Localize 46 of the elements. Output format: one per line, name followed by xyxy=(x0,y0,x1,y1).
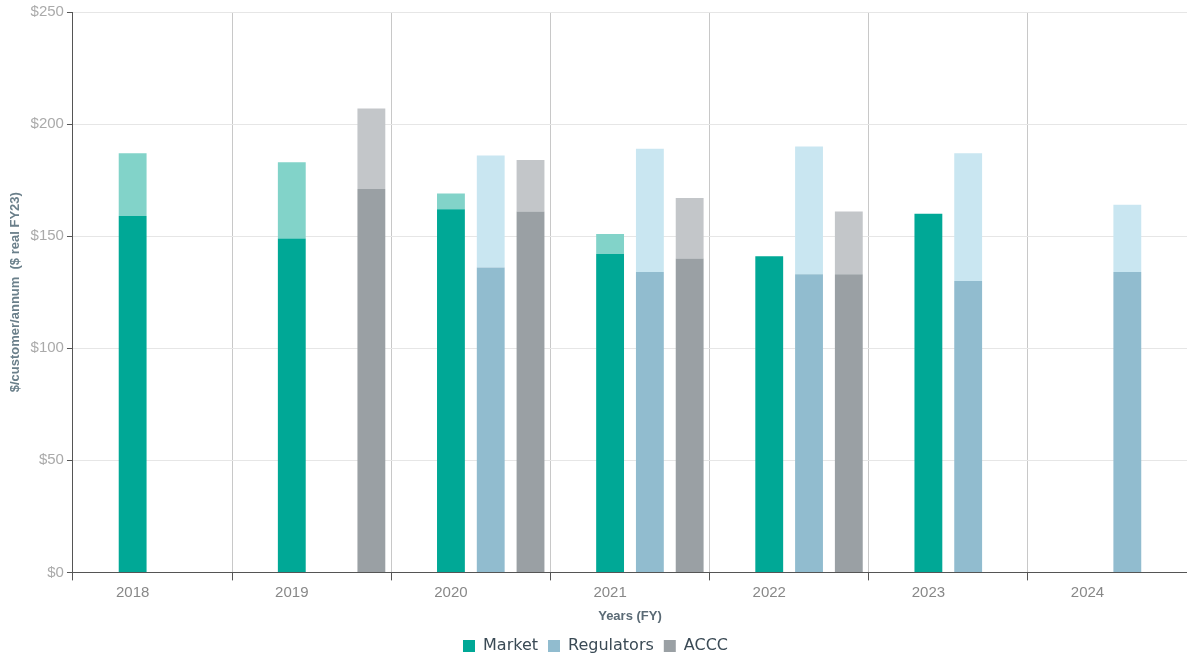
bar xyxy=(516,211,545,572)
bar xyxy=(277,238,306,572)
bar xyxy=(795,146,823,275)
bar xyxy=(914,213,943,572)
bar xyxy=(675,198,704,259)
legend-label: Market xyxy=(483,635,539,655)
x-tick-label: 2020 xyxy=(434,582,468,600)
bar xyxy=(516,159,545,212)
y-tick-label: $0 xyxy=(47,562,64,580)
y-axis-title: $/customer/annum ($ real FY23) xyxy=(7,192,23,393)
bar xyxy=(357,108,386,190)
bar xyxy=(635,272,664,572)
bar xyxy=(834,211,863,275)
bar xyxy=(277,162,306,239)
bar xyxy=(118,215,147,572)
legend-label: ACCC xyxy=(683,635,728,655)
y-tick-label: $50 xyxy=(38,450,64,468)
bar xyxy=(596,233,625,255)
bar xyxy=(1113,272,1142,572)
x-axis-title: Years (FY) xyxy=(598,607,662,623)
bar xyxy=(795,274,823,572)
x-tick-label: 2019 xyxy=(275,582,309,600)
bar xyxy=(954,153,983,281)
x-tick-label: 2021 xyxy=(593,582,627,600)
legend-label: Regulators xyxy=(568,635,654,655)
bar xyxy=(954,280,983,572)
bar xyxy=(675,258,704,572)
x-tick-label: 2018 xyxy=(115,582,150,600)
y-tick-label: $250 xyxy=(30,2,64,20)
bar xyxy=(357,189,386,572)
y-tick-label: $100 xyxy=(30,338,64,356)
y-tick-label: $150 xyxy=(30,226,64,244)
bar xyxy=(834,274,863,572)
x-tick-label: 2024 xyxy=(1070,582,1105,600)
x-tick-label: 2023 xyxy=(911,582,946,600)
bar xyxy=(476,155,505,268)
bar xyxy=(437,193,465,210)
bar xyxy=(476,267,505,572)
bar xyxy=(635,148,664,273)
bar xyxy=(755,256,784,572)
bar xyxy=(1113,204,1142,273)
y-tick-label: $200 xyxy=(30,114,64,132)
bar xyxy=(118,153,147,216)
bar xyxy=(596,254,625,572)
bar xyxy=(437,209,465,572)
x-tick-label: 2022 xyxy=(752,582,786,600)
